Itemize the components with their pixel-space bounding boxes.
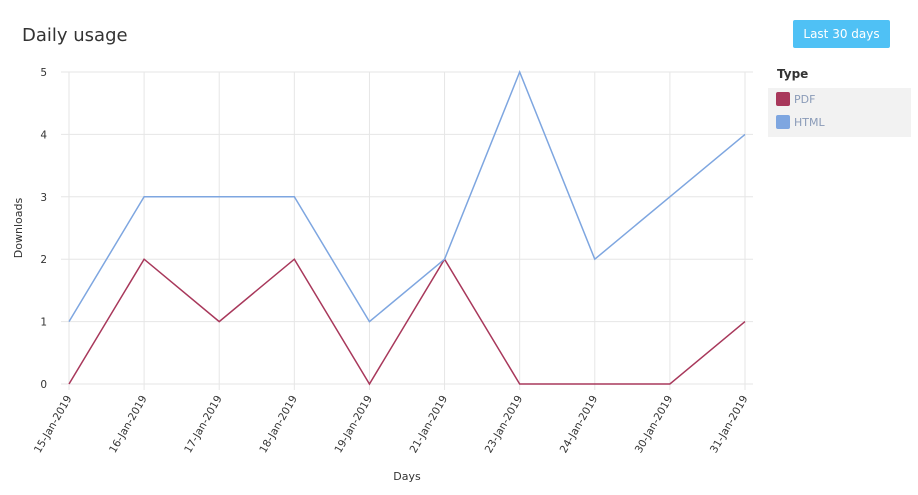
x-tick-label: 17-Jan-2019: [182, 394, 225, 456]
legend-swatch: [776, 115, 790, 129]
x-tick-label: 16-Jan-2019: [107, 394, 150, 456]
legend-label: HTML: [794, 116, 825, 129]
series-line: [68, 257, 746, 386]
legend-box: [768, 88, 911, 137]
x-axis-label: Days: [393, 470, 421, 483]
y-tick-label: 2: [40, 254, 47, 266]
y-tick-label: 4: [40, 129, 47, 141]
date-range-button[interactable]: Last 30 days: [793, 20, 890, 48]
y-tick-label: 0: [40, 379, 47, 391]
chart-title: Daily usage: [22, 25, 128, 46]
x-tick-label: 31-Jan-2019: [708, 394, 751, 456]
x-tick-label: 30-Jan-2019: [633, 394, 676, 456]
legend-swatch: [776, 92, 790, 106]
x-tick-label: 23-Jan-2019: [483, 394, 526, 456]
legend-label: PDF: [794, 93, 815, 106]
y-axis-label: Downloads: [12, 198, 25, 259]
x-tick-label: 15-Jan-2019: [32, 394, 75, 456]
x-tick-label: 21-Jan-2019: [408, 394, 451, 456]
x-tick-label: 18-Jan-2019: [257, 394, 300, 456]
y-tick-label: 5: [40, 67, 47, 79]
x-tick-label: 19-Jan-2019: [332, 394, 375, 456]
y-tick-label: 1: [40, 317, 47, 329]
y-tick-label: 3: [40, 192, 47, 204]
x-tick-label: 24-Jan-2019: [558, 394, 601, 456]
legend-title: Type: [777, 67, 808, 81]
series-line: [68, 69, 746, 323]
